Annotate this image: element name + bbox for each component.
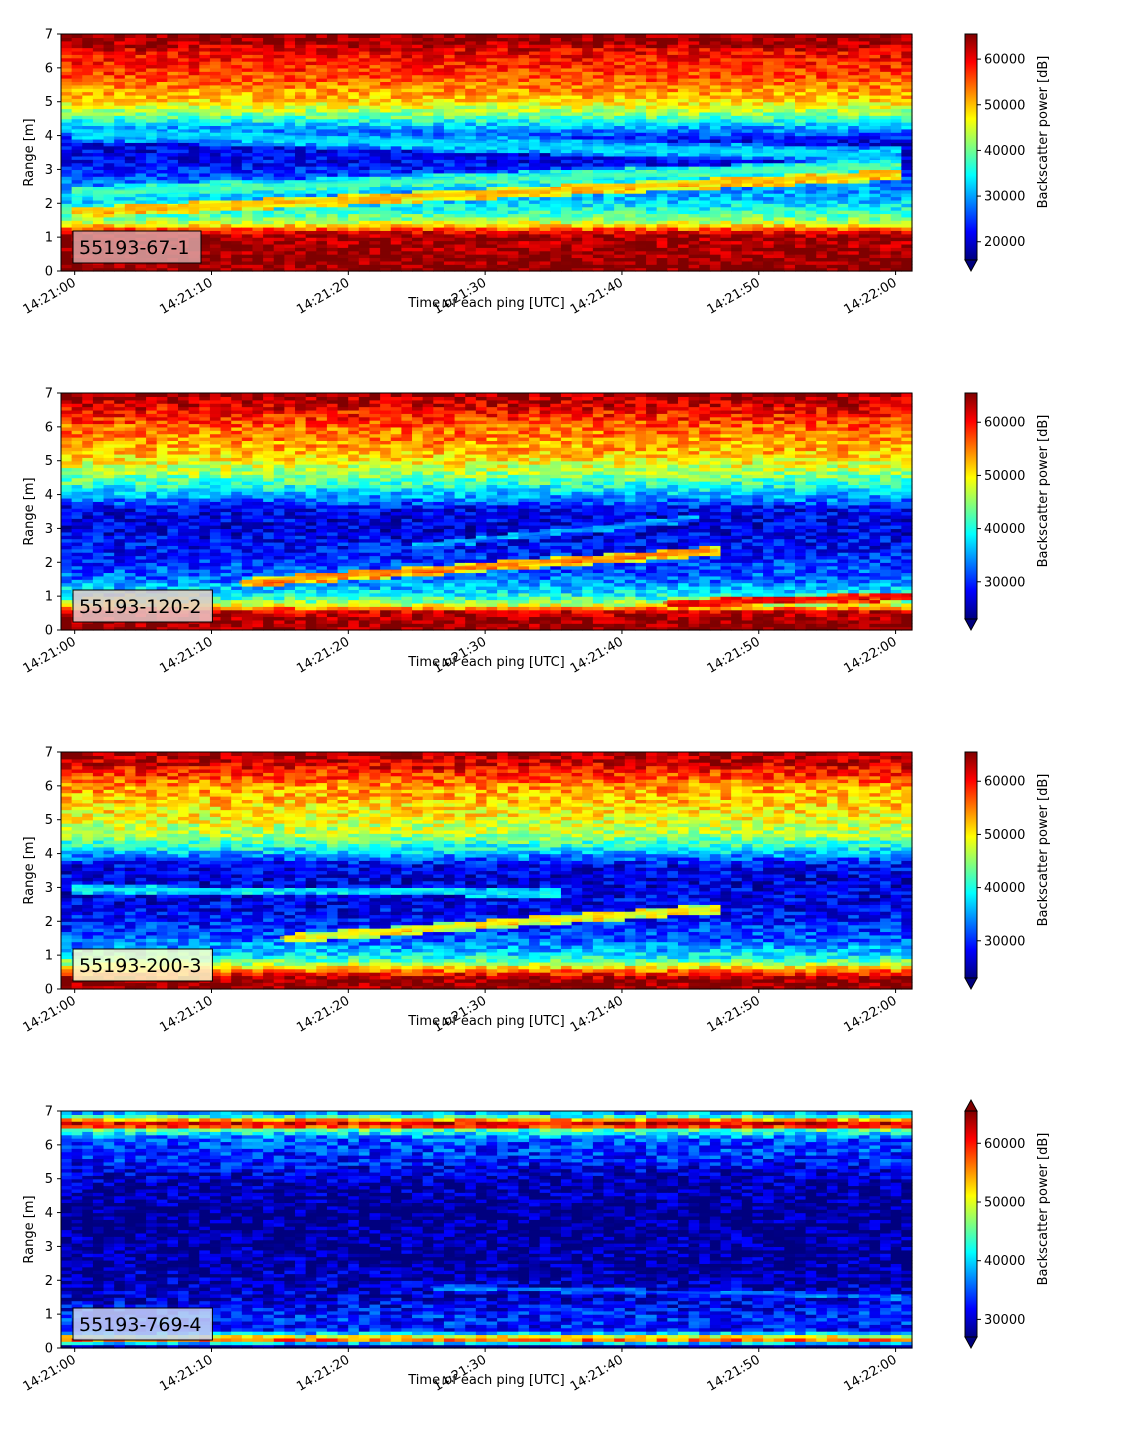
- heatmap-cell: [348, 34, 359, 38]
- heatmap-cell: [476, 34, 487, 38]
- heatmap-cell: [550, 34, 561, 38]
- heatmap-cell: [189, 34, 200, 38]
- heatmap-cell: [263, 34, 274, 38]
- heatmap-cell: [518, 34, 529, 38]
- heatmap-cell: [752, 34, 763, 38]
- heatmap-cell: [614, 34, 625, 38]
- heatmap-cell: [61, 34, 72, 38]
- heatmap-cell: [487, 34, 498, 38]
- heatmap-cell: [763, 34, 774, 38]
- heatmap-cell: [157, 34, 168, 38]
- heatmap-cell: [678, 34, 689, 38]
- heatmap-cell: [721, 34, 732, 38]
- heatmap-cell: [210, 34, 221, 38]
- heatmap-cell: [284, 34, 295, 38]
- heatmap-cell: [806, 34, 817, 38]
- heatmap-cell: [146, 34, 157, 38]
- heatmap-cell: [699, 34, 710, 38]
- heatmap-cell: [689, 34, 700, 38]
- heatmap-cell: [508, 34, 519, 38]
- heatmap-cell: [625, 34, 636, 38]
- heatmap-cell: [657, 34, 668, 38]
- heatmap-cell: [667, 34, 678, 38]
- heatmap-cell: [572, 34, 583, 38]
- heatmap-cell: [412, 34, 423, 38]
- heatmap-cell: [306, 34, 317, 38]
- heatmap-cell: [369, 34, 380, 38]
- heatmap-cell: [82, 34, 93, 38]
- heatmap-cell: [731, 34, 742, 38]
- heatmap-cell: [635, 34, 646, 38]
- heatmap-cell: [316, 34, 327, 38]
- heatmap-cell: [338, 34, 349, 38]
- heatmap-cell: [72, 34, 83, 38]
- heatmap-cell: [604, 34, 615, 38]
- heatmap-cell: [274, 34, 285, 38]
- heatmap-cell: [795, 34, 806, 38]
- heatmap-cell: [497, 34, 508, 38]
- heatmap-cell: [465, 34, 476, 38]
- heatmap-cell: [540, 34, 551, 38]
- heatmap-cell: [242, 34, 253, 38]
- heatmap-cell: [114, 34, 125, 38]
- heatmap-cell: [529, 34, 540, 38]
- heatmap-cell: [295, 34, 306, 38]
- heatmap-cell: [646, 34, 657, 38]
- heatmap-cell: [455, 34, 466, 38]
- heatmap-cell: [199, 34, 210, 38]
- heatmap-cell: [593, 34, 604, 38]
- heatmap-cell: [561, 34, 572, 38]
- heatmap-cell: [104, 34, 115, 38]
- heatmap-cell: [93, 34, 104, 38]
- heatmap-cell: [582, 34, 593, 38]
- heatmap-cell: [710, 34, 721, 38]
- heatmap-cell: [444, 34, 455, 38]
- heatmap-cell: [433, 34, 444, 38]
- heatmap-cell: [391, 34, 402, 38]
- heatmap-cell: [231, 34, 242, 38]
- heatmap-cell: [221, 34, 232, 38]
- heatmap-cell: [423, 34, 434, 38]
- heatmap-cell: [380, 34, 391, 38]
- heatmap-cell: [784, 34, 795, 38]
- heatmap-cell: [178, 34, 189, 38]
- heatmap-cell: [167, 34, 178, 38]
- heatmap-cell: [327, 34, 338, 38]
- heatmap-cell: [135, 34, 146, 38]
- heatmap-cell: [742, 34, 753, 38]
- heatmap-cell: [252, 34, 263, 38]
- heatmap-cell: [125, 34, 136, 38]
- heatmap-cell: [401, 34, 412, 38]
- heatmap-cell: [359, 34, 370, 38]
- heatmap-cell: [774, 34, 785, 38]
